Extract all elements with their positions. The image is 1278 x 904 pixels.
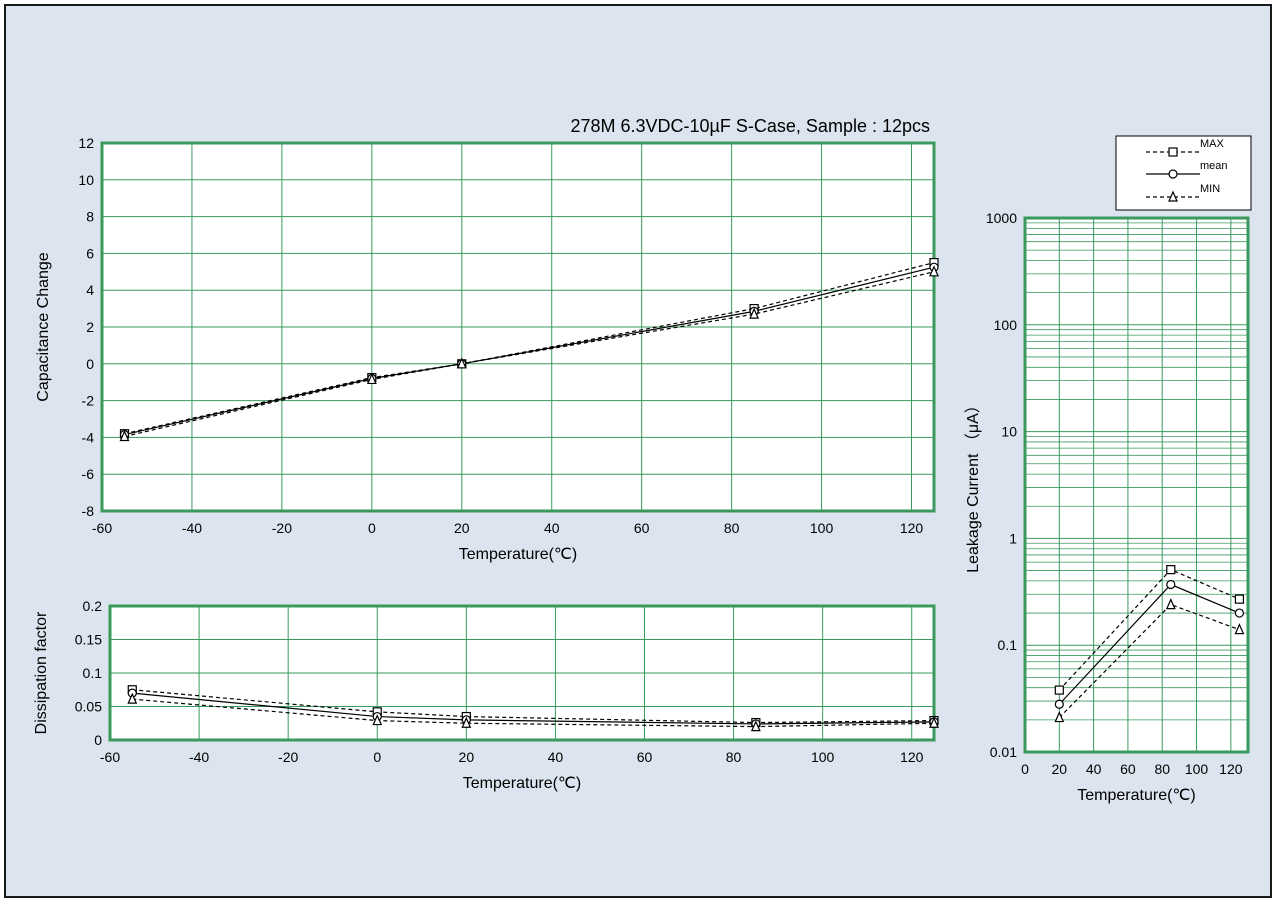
y-tick-label: 0.2	[83, 598, 103, 614]
x-tick-label: 100	[810, 520, 834, 536]
x-tick-label: 40	[548, 749, 564, 765]
x-tick-label: 60	[634, 520, 650, 536]
y-tick-label: -4	[82, 429, 95, 445]
x-tick-label: 60	[637, 749, 653, 765]
y-tick-label: 0.1	[83, 665, 103, 681]
legend: MAX mean MIN	[1115, 135, 1252, 211]
x-tick-label: 60	[1120, 761, 1136, 777]
y-tick-label: 100	[994, 317, 1018, 333]
capacitance-chart: -60 -40 -20 0 20 40 60 80 100 120-8-6-4-202468101…	[35, 135, 939, 563]
series-line-min	[132, 698, 935, 728]
y-tick-label: 6	[86, 245, 94, 261]
x-tick-label: -40	[182, 520, 202, 536]
y-tick-label: 0	[94, 732, 102, 748]
y-tick-label: 0.05	[75, 699, 102, 715]
x-tick-label: 120	[1219, 761, 1243, 777]
y-tick-label: 4	[86, 282, 94, 298]
x-tick-label: 20	[459, 749, 475, 765]
y-tick-label: 1	[1009, 530, 1017, 546]
point-max	[1054, 685, 1064, 695]
dissipation-chart: -60 -40 -20 0 20 40 60 80 100 120 0 0.05 0.1 0.15 0.2 T…	[33, 598, 939, 792]
x-tick-label: 120	[900, 520, 924, 536]
x-axis-label: Temperature(℃)	[459, 546, 577, 563]
x-tick-label: -20	[272, 520, 292, 536]
x-tick-label: 0	[1021, 761, 1029, 777]
x-tick-label: 80	[726, 749, 742, 765]
point-min	[929, 265, 939, 277]
legend-marker-mean	[1168, 169, 1178, 179]
point-min	[750, 720, 761, 732]
plot-border	[108, 604, 936, 742]
legend-label-mean: mean	[1200, 160, 1228, 172]
point-min	[929, 716, 939, 728]
x-tick-label: 0	[368, 520, 376, 536]
point-min	[372, 714, 383, 726]
legend-box	[1115, 135, 1252, 211]
x-tick-label: 80	[724, 520, 740, 536]
x-tick-label: 40	[1086, 761, 1102, 777]
point-min	[1234, 623, 1245, 635]
y-tick-label: -8	[82, 503, 95, 519]
y-tick-label: 10	[78, 172, 94, 188]
legend-label-min: MIN	[1200, 183, 1220, 195]
point-mean	[1054, 699, 1064, 709]
y-tick-label: -2	[82, 393, 95, 409]
plot-border	[100, 141, 936, 513]
chart-title: 278M 6.3VDC-10µF S-Case, Sample : 12pcs	[570, 116, 930, 136]
x-tick-label: 100	[811, 749, 835, 765]
x-tick-label: 100	[1185, 761, 1209, 777]
x-tick-label: 0	[373, 749, 381, 765]
y-tick-label: 0.01	[990, 744, 1017, 760]
legend-label-max: MAX	[1200, 138, 1225, 150]
point-mean	[1234, 608, 1245, 618]
leakage-chart: 0 20 40 60 80 100 120 0.01 0.1 1 10 100 1000 Temperat…	[964, 210, 1250, 804]
x-tick-label: -40	[189, 749, 209, 765]
point-min	[1054, 711, 1065, 723]
y-tick-label: 1000	[986, 210, 1017, 226]
legend-marker-max	[1168, 147, 1178, 157]
x-axis-label: Temperature(℃)	[463, 775, 581, 792]
y-axis-label: Capacitance Change	[35, 252, 52, 402]
point-min	[119, 430, 130, 442]
x-tick-label: -20	[278, 749, 298, 765]
y-tick-label: 8	[86, 209, 94, 225]
point-min	[1165, 598, 1176, 610]
y-axis-label: Leakage Current （μA）	[964, 397, 982, 573]
x-tick-label: 20	[454, 520, 470, 536]
point-min	[461, 716, 472, 728]
point-mean	[1166, 579, 1176, 590]
x-tick-label: 20	[1052, 761, 1068, 777]
x-axis-label: Temperature(℃)	[1077, 787, 1195, 804]
y-tick-label: 10	[1001, 424, 1017, 440]
y-tick-label: -6	[82, 466, 95, 482]
x-tick-label: 80	[1154, 761, 1170, 777]
point-min	[749, 307, 760, 319]
y-tick-label: 0.15	[75, 632, 102, 648]
y-tick-label: 0.1	[998, 637, 1018, 653]
point-max	[1166, 565, 1176, 575]
point-max	[1234, 594, 1245, 604]
point-min	[366, 372, 377, 385]
series-line-min	[1058, 603, 1240, 719]
point-min	[127, 692, 138, 704]
point-min	[456, 357, 467, 369]
x-tick-label: 40	[544, 520, 560, 536]
x-tick-label: -60	[100, 749, 120, 765]
y-axis-label: Dissipation factor	[33, 611, 50, 734]
y-tick-label: 2	[86, 319, 94, 335]
legend-marker-min	[1168, 190, 1178, 202]
x-tick-label: 120	[900, 749, 924, 765]
x-tick-label: -60	[92, 520, 112, 536]
series-line-max	[132, 689, 935, 724]
y-tick-label: 0	[86, 356, 94, 372]
y-tick-label: 12	[78, 135, 94, 151]
plot-border	[1023, 216, 1250, 754]
plot-area	[1025, 218, 1248, 752]
